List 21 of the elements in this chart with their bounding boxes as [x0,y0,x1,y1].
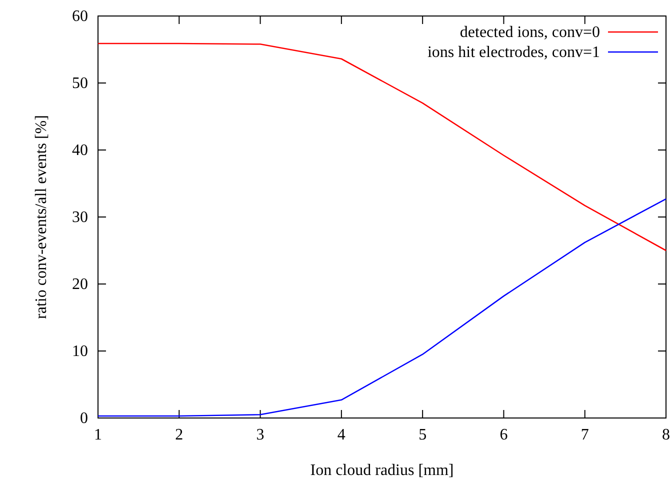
y-tick-label: 0 [80,410,88,428]
x-tick-label: 5 [418,426,427,444]
line-series [97,198,667,417]
y-axis-title: ratio conv-events/all events [%] [33,115,50,319]
y-tick-label: 60 [72,8,88,26]
x-axis-title: Ion cloud radius [mm] [310,462,454,479]
x-tick-label: 1 [94,426,102,444]
y-tick-label: 20 [72,276,88,294]
x-tick-label: 8 [662,426,670,444]
line-series [97,42,667,252]
legend-label: ions hit electrodes, conv=1 [427,44,600,61]
x-tick-label: 3 [256,426,264,444]
x-tick-label: 7 [580,426,589,444]
x-tick-label: 6 [500,426,508,444]
x-tick-label: 4 [337,426,346,444]
legend-label: detected ions, conv=0 [460,24,600,41]
y-tick-label: 50 [72,75,88,92]
y-tick-label: 10 [72,343,88,360]
y-tick-label: 30 [72,209,88,226]
y-tick-label: 40 [72,142,88,160]
x-tick-label: 2 [175,426,184,444]
